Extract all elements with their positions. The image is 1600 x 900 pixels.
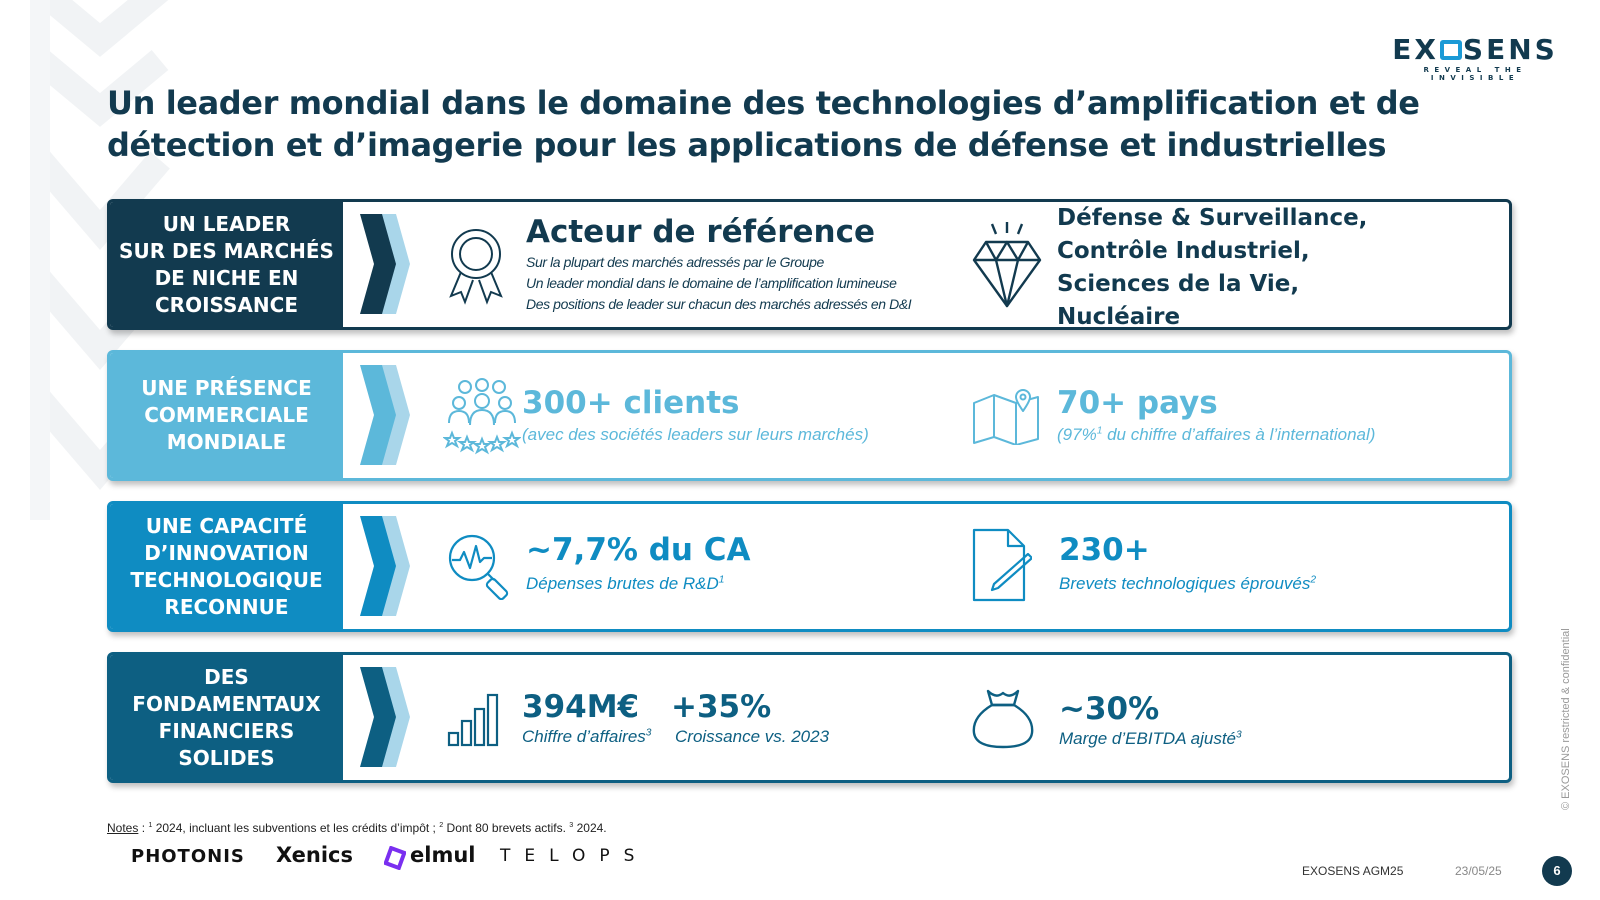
row-label: DES FONDAMENTAUX FINANCIERS SOLIDES [110, 655, 343, 780]
ebitda-value: ~30% [1059, 691, 1160, 727]
clients-value: 300+ clients [522, 385, 740, 421]
revenue-caption: Chiffre d’affaires3 [522, 727, 652, 746]
ebitda-caption: Marge d’EBITDA ajusté3 [1059, 729, 1242, 748]
bar-chart-icon [447, 693, 499, 747]
row-leader-niche-markets: UN LEADER SUR DES MARCHÉS DE NICHE EN CR… [107, 199, 1512, 330]
document-pen-icon [972, 528, 1032, 602]
logo-tagline: REVEAL THE INVISIBLE [1423, 66, 1527, 82]
growth-value: +35% [671, 689, 772, 725]
left-details: Sur la plupart des marchés adressés par … [526, 254, 912, 312]
title-line-2: détection et d’imagerie pour les applica… [107, 126, 1387, 164]
patents-value: 230+ [1059, 532, 1150, 568]
row-label: UNE PRÉSENCE COMMERCIALE MONDIALE [110, 353, 343, 478]
elmul-logo-mark-icon [384, 846, 406, 870]
rd-value: ~7,7% du CA [526, 532, 751, 568]
patents-caption: Brevets technologiques éprouvés2 [1059, 574, 1317, 593]
footer-date: 23/05/25 [1455, 864, 1502, 878]
logo-square-icon [1439, 40, 1462, 60]
chevron-right-icon [360, 365, 410, 465]
background-chevron-watermark [30, 0, 170, 520]
chevron-right-icon [360, 667, 410, 767]
brand-telops-logo: TELOPS [500, 846, 649, 866]
chevron-right-icon [360, 214, 410, 314]
revenue-value: 394M€ [522, 689, 640, 725]
money-bag-icon [972, 689, 1034, 749]
clients-caption: (avec des sociétés leaders sur leurs mar… [522, 425, 869, 444]
page-number: 6 [1542, 856, 1572, 886]
right-markets-list: Défense & Surveillance, Contrôle Industr… [1057, 205, 1368, 330]
left-heading: Acteur de référence [526, 214, 875, 250]
exosens-logo: EX SENS REVEAL THE INVISIBLE [1385, 36, 1565, 83]
countries-value: 70+ pays [1057, 385, 1218, 421]
chevron-right-icon [360, 516, 410, 616]
award-ribbon-icon [449, 229, 503, 305]
footnotes: Notes : 1 2024, incluant les subventions… [107, 820, 607, 835]
countries-caption: (97%1 du chiffre d’affaires à l’internat… [1057, 425, 1376, 444]
row-innovation: UNE CAPACITÉ D’INNOVATION TECHNOLOGIQUE … [107, 501, 1512, 632]
title-line-1: Un leader mondial dans le domaine des te… [107, 84, 1420, 122]
row-label: UN LEADER SUR DES MARCHÉS DE NICHE EN CR… [110, 202, 343, 327]
growth-caption: Croissance vs. 2023 [675, 727, 830, 746]
row-financials: DES FONDAMENTAUX FINANCIERS SOLIDES 394M… [107, 652, 1512, 783]
row-label: UNE CAPACITÉ D’INNOVATION TECHNOLOGIQUE … [110, 504, 343, 629]
clients-group-icon [443, 378, 521, 455]
brand-photonis-logo: PHOTONIS [131, 846, 245, 867]
confidential-notice: © EXOSENS restricted & confidential [1560, 628, 1572, 810]
diamond-icon [972, 222, 1042, 308]
magnifier-pulse-icon [448, 534, 509, 600]
row-global-presence: UNE PRÉSENCE COMMERCIALE MONDIALE 300+ c… [107, 350, 1512, 481]
page-title: Un leader mondial dans le domaine des te… [107, 82, 1507, 166]
brand-xenics-logo: Xenics [276, 843, 353, 867]
map-pin-icon [973, 389, 1039, 445]
brand-elmul-logo: elmul [410, 843, 476, 867]
footer-event: EXOSENS AGM25 [1302, 864, 1404, 878]
rd-caption: Dépenses brutes de R&D1 [526, 574, 725, 593]
